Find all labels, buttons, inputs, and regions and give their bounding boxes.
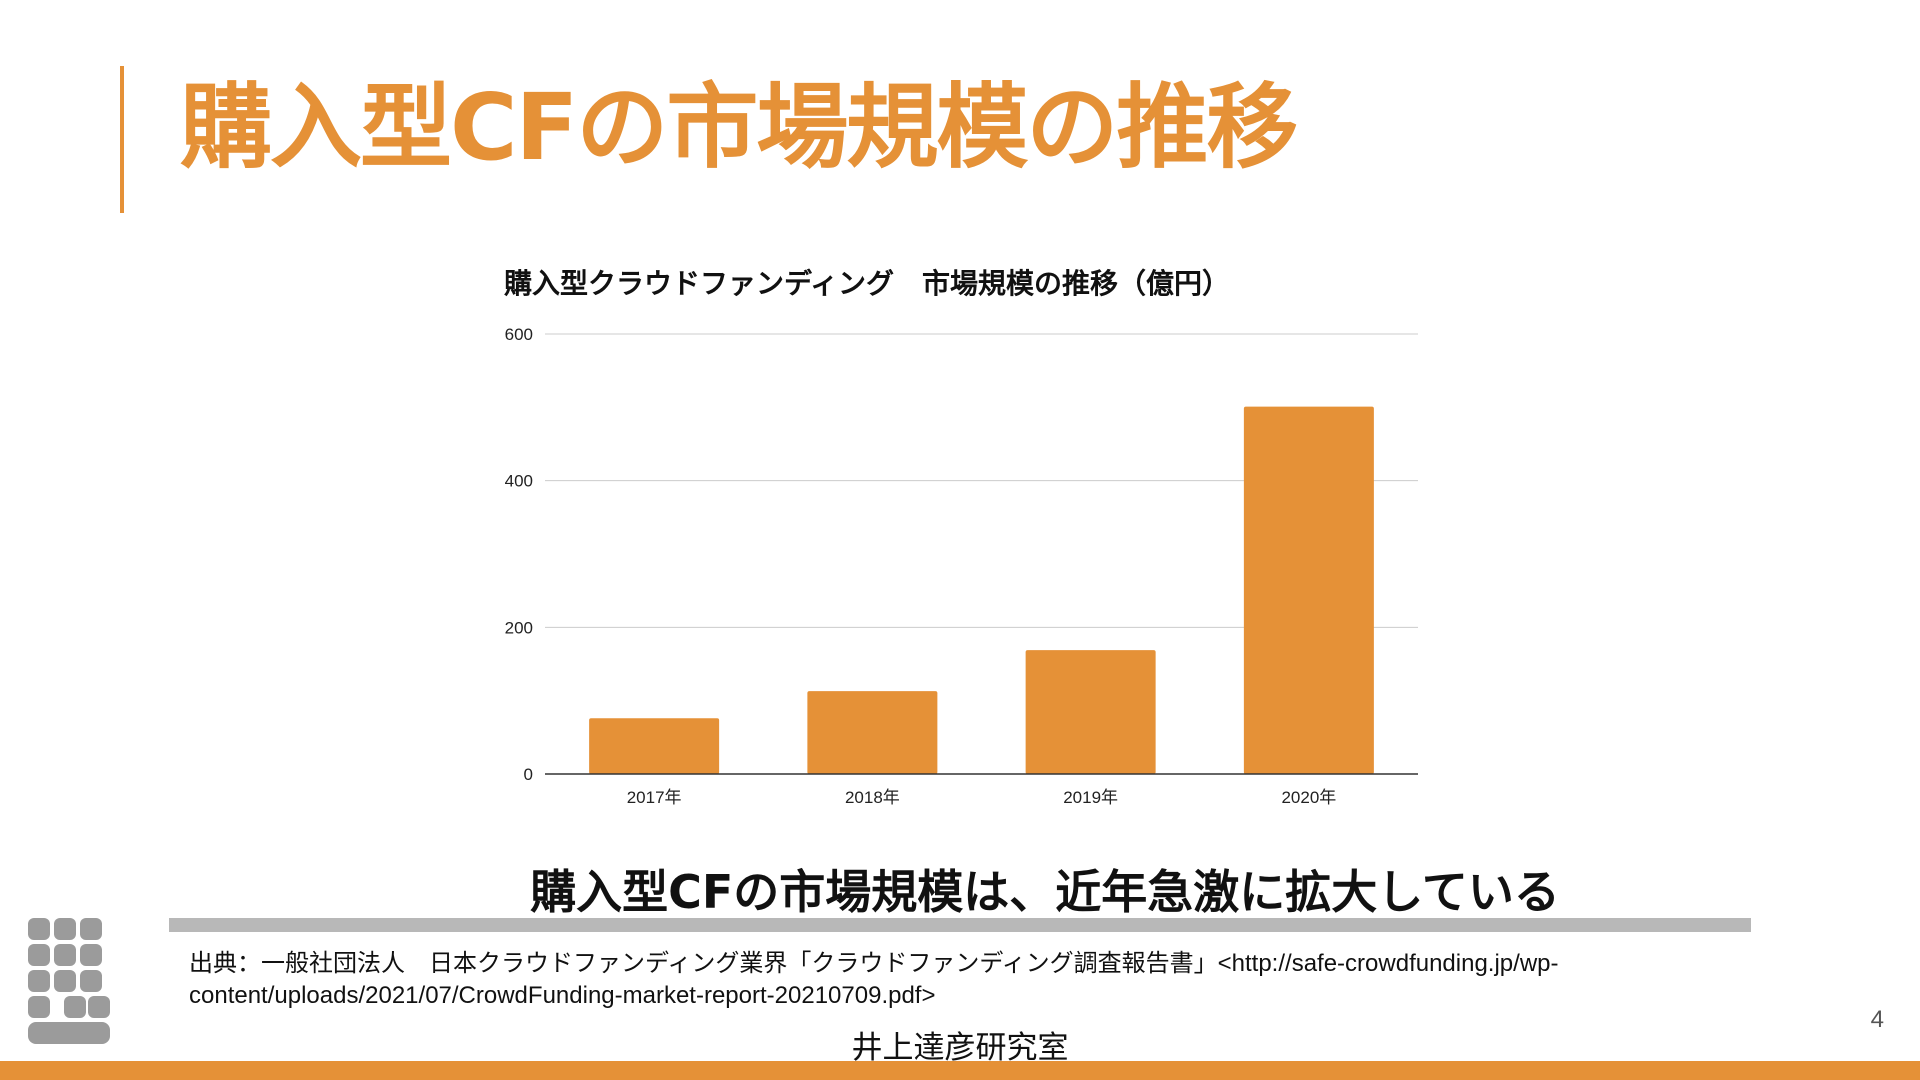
x-tick-label: 2020年 [1281, 788, 1336, 807]
y-tick-label: 600 [505, 325, 533, 344]
bar-2017年 [589, 718, 720, 774]
chart-x-labels: 2017年 2018年 2019年 2020年 [627, 788, 1337, 807]
title-accent-bar [120, 66, 124, 213]
x-tick-label: 2017年 [627, 788, 682, 807]
grid-logo-icon [28, 918, 110, 1044]
y-tick-label: 400 [505, 472, 533, 491]
y-tick-label: 200 [505, 618, 533, 637]
slide-title: 購入型CFの市場規模の推移 [180, 74, 1298, 181]
y-tick-label: 0 [524, 765, 533, 784]
bar-2019年 [1025, 650, 1156, 774]
chart-title: 購入型クラウドファンディング 市場規模の推移（億円） [504, 267, 1231, 300]
bottom-accent-bar [0, 1061, 1920, 1080]
chart-bars [589, 406, 1374, 774]
page-number: 4 [1870, 1006, 1884, 1033]
lab-name: 井上達彦研究室 [851, 1030, 1069, 1066]
x-tick-label: 2019年 [1063, 788, 1118, 807]
bar-2020年 [1243, 406, 1374, 774]
conclusion-underline [169, 918, 1751, 932]
x-tick-label: 2018年 [845, 788, 900, 807]
chart-y-ticks: 0 200 400 600 [505, 325, 533, 784]
bar-chart: 0 200 400 600 2017年 2018年 2019年 2020年 [505, 325, 1418, 807]
citation-text: 出典：一般社団法人 日本クラウドファンディング業界「クラウドファンディング調査報… [189, 950, 1559, 1009]
conclusion-text: 購入型CFの市場規模は、近年急激に拡大している [530, 865, 1560, 919]
bar-2018年 [807, 691, 938, 774]
